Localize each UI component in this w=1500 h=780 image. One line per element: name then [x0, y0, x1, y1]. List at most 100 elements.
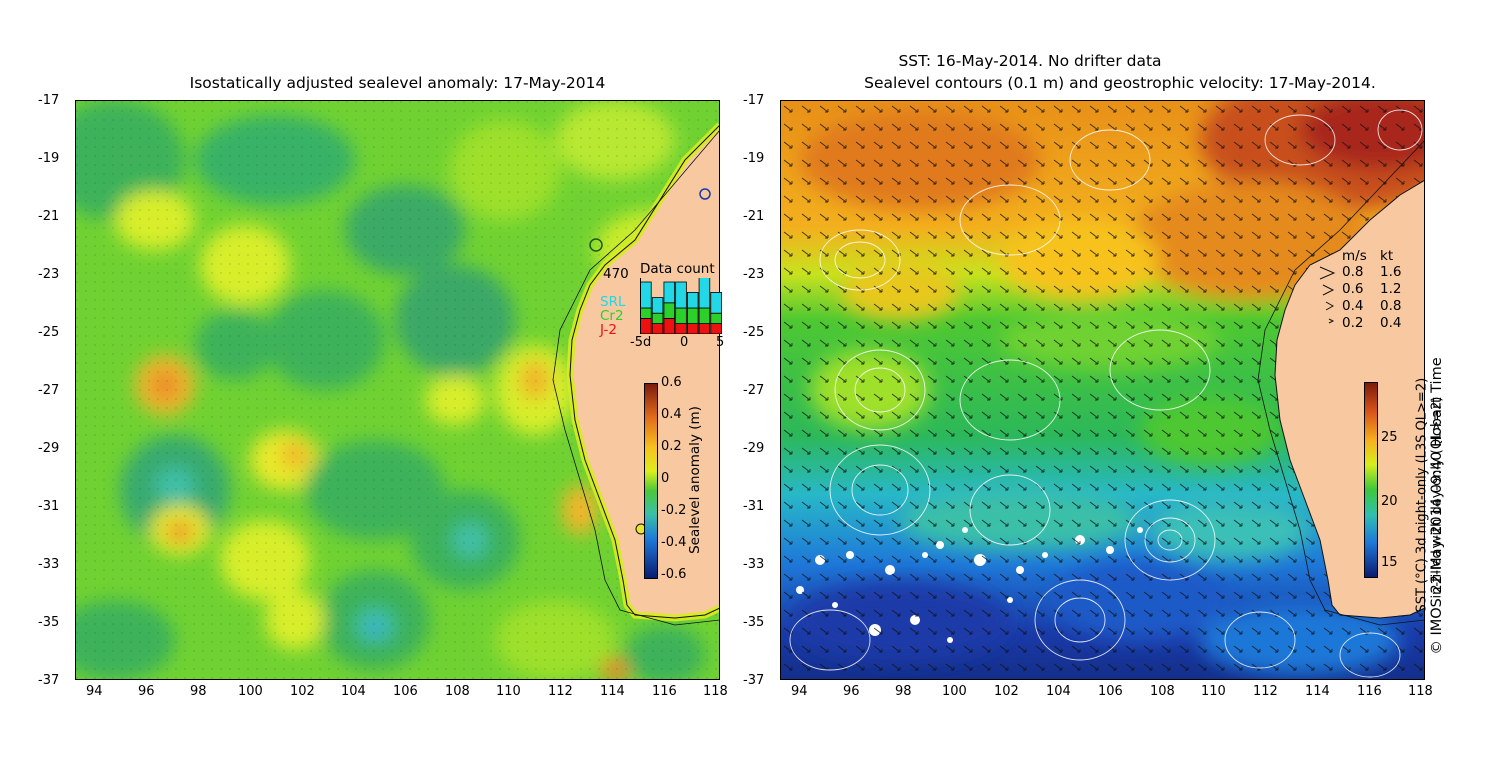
- data-count-chart: [640, 278, 722, 334]
- y-tick: -25: [38, 325, 60, 340]
- x-tick: 104: [341, 684, 366, 699]
- y-tick: -33: [38, 557, 60, 572]
- right-map-title-line2: Sealevel contours (0.1 m) and geostrophi…: [864, 74, 1376, 92]
- velocity-kt: 1.2: [1380, 281, 1402, 297]
- sst-colorbar: [1364, 382, 1378, 578]
- y-tick: -29: [743, 441, 765, 456]
- sst-tick: 15: [1381, 555, 1398, 570]
- x-tick: 94: [791, 684, 808, 699]
- data-count-bar-srl: [640, 281, 652, 309]
- x-tick: 102: [994, 684, 1019, 699]
- y-tick: -25: [743, 325, 765, 340]
- sla-tick: -0.2: [661, 503, 687, 518]
- velocity-header-kt: kt: [1380, 248, 1394, 264]
- y-tick: -37: [38, 673, 60, 688]
- velocity-arrow-keys: [1319, 266, 1336, 324]
- data-count-bar-cr2: [698, 307, 711, 325]
- x-tick: 96: [843, 684, 860, 699]
- y-tick: -33: [743, 557, 765, 572]
- y-tick: -35: [38, 615, 60, 630]
- data-count-bar-cr2: [663, 302, 676, 319]
- x-tick: 112: [1253, 684, 1278, 699]
- x-tick: 96: [138, 684, 155, 699]
- data-count-max: 470: [603, 266, 629, 282]
- data-count-bar-j-2: [698, 323, 711, 334]
- sst-tick: 20: [1381, 494, 1398, 509]
- x-tick: 104: [1046, 684, 1071, 699]
- x-tick: 106: [1098, 684, 1123, 699]
- data-count-bar-cr2: [651, 312, 664, 325]
- x-tick: 94: [86, 684, 103, 699]
- data-count-bar-j-2: [651, 323, 664, 334]
- australia-landmass: [570, 100, 720, 618]
- x-tick: 100: [942, 684, 967, 699]
- y-tick: -23: [743, 267, 765, 282]
- sealevel-anomaly-map: [75, 100, 720, 680]
- velocity-header-ms: m/s: [1342, 248, 1367, 264]
- data-count-bar-cr2: [710, 312, 722, 325]
- sst-map: [780, 100, 1425, 680]
- sla-tick: 0.4: [661, 407, 682, 422]
- x-tick: 102: [290, 684, 315, 699]
- y-tick: -31: [743, 499, 765, 514]
- y-tick: -19: [743, 151, 765, 166]
- velocity-ms: 0.2: [1342, 315, 1364, 331]
- x-tick: 116: [652, 684, 677, 699]
- velocity-ms: 0.4: [1342, 298, 1364, 314]
- x-tick: 112: [548, 684, 573, 699]
- x-tick: 110: [1201, 684, 1226, 699]
- dc-x-tick: -5d: [630, 335, 652, 350]
- data-count-bar-cr2: [686, 307, 699, 325]
- x-tick: 98: [190, 684, 207, 699]
- x-tick: 114: [600, 684, 625, 699]
- data-count-bar-j-2: [710, 323, 722, 334]
- velocity-ms: 0.8: [1342, 264, 1364, 280]
- sla-tick: 0: [661, 471, 670, 486]
- y-tick: -21: [38, 209, 60, 224]
- y-tick: -29: [38, 441, 60, 456]
- legend-srl: SRL: [600, 294, 626, 310]
- data-count-bar-cr2: [640, 307, 652, 319]
- sla-tick: -0.4: [661, 535, 687, 550]
- velocity-kt: 0.8: [1380, 298, 1402, 314]
- y-tick: -17: [38, 93, 60, 108]
- x-tick: 100: [238, 684, 263, 699]
- sla-tick: -0.6: [661, 567, 687, 582]
- velocity-ms: 0.6: [1342, 281, 1364, 297]
- y-tick: -21: [743, 209, 765, 224]
- data-count-bar-j-2: [640, 318, 652, 334]
- x-tick: 118: [1408, 684, 1433, 699]
- sla-colorbar-label: Sealevel anomaly (m): [687, 406, 703, 554]
- data-count-bar-j-2: [686, 323, 699, 334]
- data-count-bar-j-2: [663, 318, 676, 334]
- imos-credit: © IMOS 22-May-2014 09:40 Hobart Time: [1429, 357, 1445, 655]
- sealevel-contours: [789, 109, 1423, 678]
- y-tick: -17: [743, 93, 765, 108]
- sla-tick: 0.6: [661, 375, 682, 390]
- australia-landmass: [1275, 180, 1425, 618]
- data-count-axis: [640, 278, 722, 334]
- data-count-bar-srl: [698, 278, 711, 309]
- sst-colorbar-label-line1: SST (°C) 3d night-only (L3S QL>=2): [1414, 377, 1430, 613]
- data-count-bar-cr2: [675, 307, 687, 325]
- sla-tick: 0.2: [661, 439, 682, 454]
- y-tick: -27: [38, 383, 60, 398]
- data-count-title: Data count: [640, 261, 715, 277]
- y-tick: -35: [743, 615, 765, 630]
- sst-tick: 25: [1381, 430, 1398, 445]
- legend-cr2: Cr2: [600, 308, 624, 324]
- data-count-bar-srl: [675, 281, 687, 309]
- data-count-bar-srl: [663, 281, 676, 304]
- data-count-bar-srl: [651, 297, 664, 314]
- y-tick: -37: [743, 673, 765, 688]
- x-tick: 110: [496, 684, 521, 699]
- y-tick: -27: [743, 383, 765, 398]
- x-tick: 118: [703, 684, 728, 699]
- left-map-title: Isostatically adjusted sealevel anomaly:…: [189, 74, 606, 92]
- data-count-bar-srl: [710, 291, 722, 314]
- y-tick: -23: [38, 267, 60, 282]
- velocity-kt: 0.4: [1380, 315, 1402, 331]
- x-tick: 114: [1305, 684, 1330, 699]
- x-tick: 108: [1150, 684, 1175, 699]
- data-count-bar-j-2: [675, 323, 687, 334]
